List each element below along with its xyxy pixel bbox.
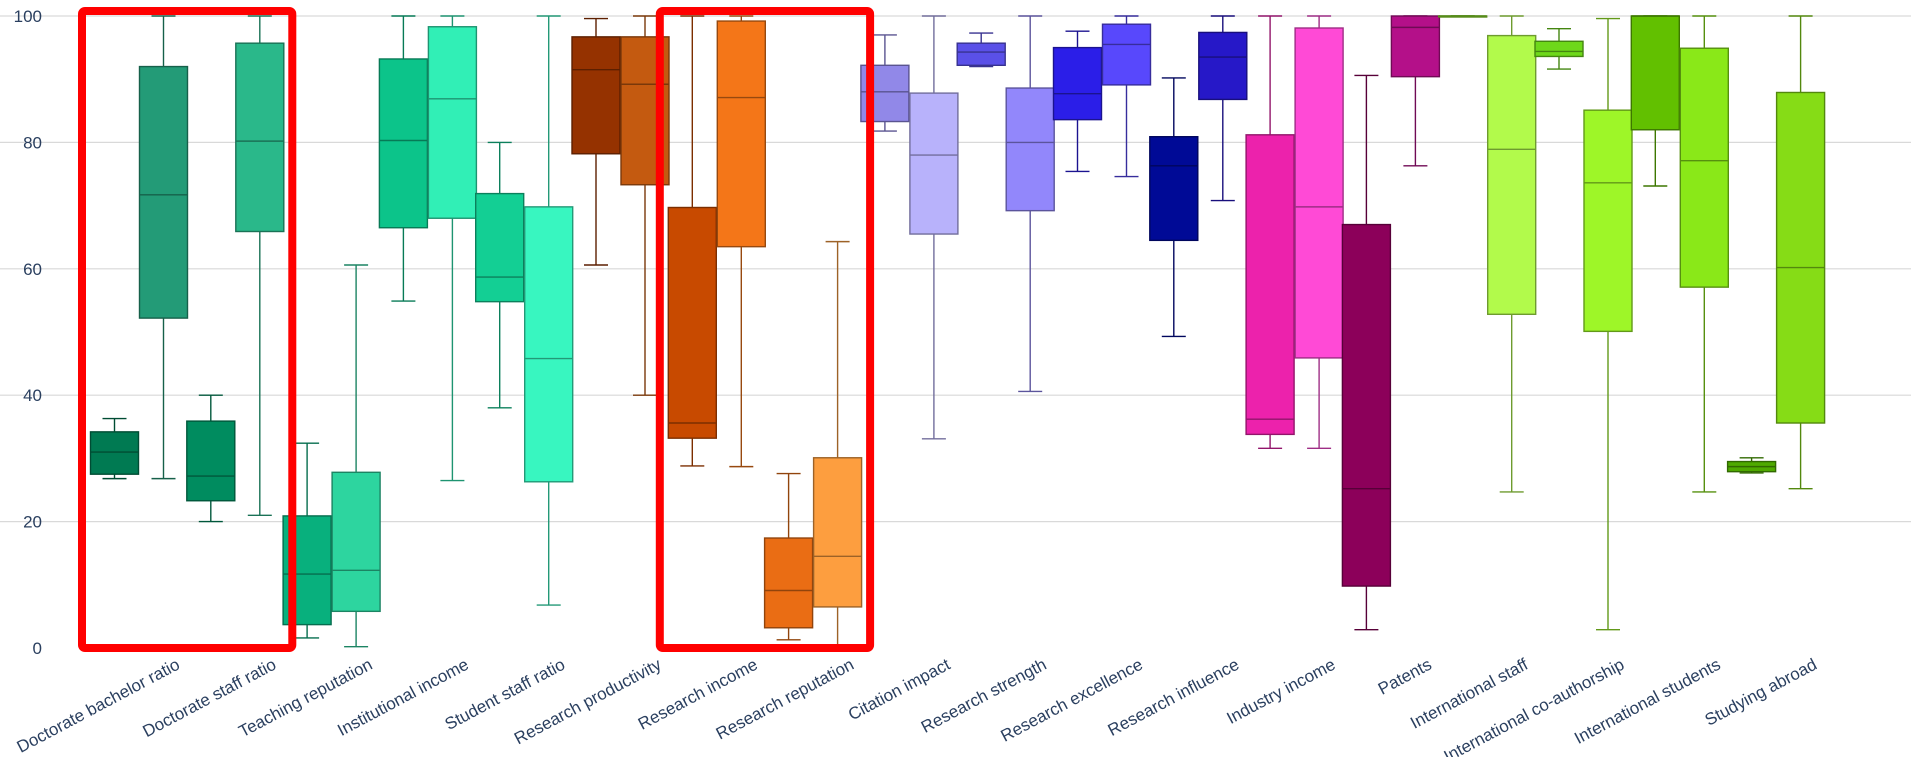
- box-body: [186, 420, 236, 502]
- highlight-rectangles: [78, 7, 875, 652]
- box-industry-income-1: [1294, 15, 1344, 449]
- box-body: [909, 92, 959, 235]
- box-body: [1149, 136, 1199, 242]
- box-doctorate-bachelor-ratio-1: [138, 15, 189, 480]
- box-research-excellence-1: [1101, 15, 1152, 178]
- box-research-excellence-0: [1052, 30, 1103, 173]
- box-international-co-authorship-1: [1583, 17, 1633, 631]
- y-tick-label-0: 0: [33, 639, 42, 658]
- y-tick-label-80: 80: [23, 133, 42, 152]
- y-tick-label-20: 20: [23, 513, 42, 532]
- box-teaching-reputation-1: [331, 264, 381, 648]
- box-body: [331, 471, 381, 613]
- box-research-income-1: [716, 15, 766, 468]
- box-body: [716, 20, 766, 248]
- box-research-income-0: [667, 15, 717, 467]
- box-body: [378, 58, 429, 229]
- box-body: [1101, 23, 1152, 86]
- box-body: [138, 65, 189, 319]
- box-research-influence-1: [1198, 15, 1248, 202]
- box-body: [1245, 134, 1295, 436]
- box-international-students-0: [1630, 15, 1681, 187]
- box-series: [89, 15, 1826, 648]
- box-body: [1775, 91, 1826, 424]
- x-tick-label-doctorate-bachelor-ratio: Doctorate bachelor ratio: [14, 655, 183, 757]
- box-body: [1390, 15, 1441, 78]
- box-studying-abroad-1: [1775, 15, 1826, 490]
- x-tick-label-patents: Patents: [1375, 655, 1435, 699]
- box-research-reputation-1: [812, 240, 863, 648]
- box-body: [1679, 47, 1730, 288]
- box-institutional-income-0: [378, 15, 429, 302]
- box-studying-abroad-0: [1726, 457, 1777, 474]
- box-international-students-1: [1679, 15, 1730, 493]
- box-body: [89, 431, 140, 475]
- box-doctorate-staff-ratio-1: [235, 15, 285, 516]
- box-research-productivity-0: [571, 17, 621, 266]
- box-student-staff-ratio-0: [475, 141, 525, 409]
- box-research-influence-0: [1149, 77, 1199, 338]
- box-body: [1005, 87, 1055, 212]
- box-body: [667, 206, 717, 439]
- box-body: [1294, 27, 1344, 359]
- box-international-staff-1: [1486, 15, 1537, 493]
- box-citation-impact-1: [909, 15, 959, 440]
- box-patents-0: [1341, 74, 1392, 631]
- box-international-co-authorship-0: [1534, 27, 1584, 70]
- box-body: [1630, 15, 1681, 131]
- highlight-box-2: [655, 7, 875, 652]
- box-body: [956, 42, 1006, 66]
- box-body: [475, 192, 525, 303]
- x-tick-label-international-co-authorship: International co-authorship: [1441, 655, 1628, 757]
- box-body: [571, 36, 621, 155]
- box-body: [235, 42, 285, 233]
- box-student-staff-ratio-1: [524, 15, 574, 606]
- box-body: [427, 26, 478, 219]
- box-body: [1486, 34, 1537, 316]
- x-tick-label-industry-income: Industry income: [1224, 655, 1339, 728]
- box-research-strength-1: [1005, 15, 1055, 393]
- box-body: [1198, 31, 1248, 101]
- y-tick-label-60: 60: [23, 260, 42, 279]
- box-doctorate-staff-ratio-0: [186, 394, 236, 523]
- box-doctorate-bachelor-ratio-0: [89, 417, 140, 480]
- box-body: [812, 457, 863, 608]
- box-international-staff-0: [1437, 15, 1488, 18]
- box-body: [1341, 223, 1392, 587]
- box-research-strength-0: [956, 32, 1006, 68]
- box-body: [763, 537, 814, 629]
- box-body: [1583, 109, 1633, 333]
- box-institutional-income-1: [427, 15, 478, 482]
- box-research-reputation-0: [763, 472, 814, 641]
- box-patents-1: [1390, 15, 1441, 167]
- y-tick-label-100: 100: [14, 7, 42, 26]
- y-tick-label-40: 40: [23, 386, 42, 405]
- box-body: [524, 206, 574, 483]
- highlight-box-1: [78, 7, 297, 652]
- box-industry-income-0: [1245, 15, 1295, 449]
- box-body: [1534, 40, 1584, 58]
- y-axis-ticks: 0 20 40 60 80 100: [14, 7, 42, 658]
- box-body: [1052, 46, 1103, 121]
